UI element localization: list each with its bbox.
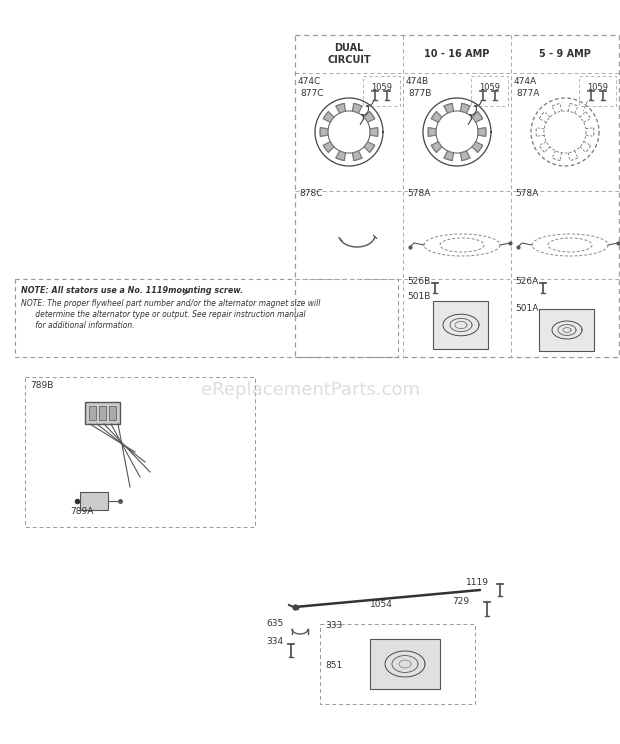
Polygon shape: [432, 141, 442, 153]
Text: determine the alternator type or output. See repair instruction manual: determine the alternator type or output.…: [21, 310, 306, 319]
Polygon shape: [364, 141, 374, 153]
Polygon shape: [336, 151, 345, 161]
Text: 501B: 501B: [407, 292, 430, 301]
Polygon shape: [472, 112, 482, 122]
Text: eReplacementParts.com: eReplacementParts.com: [200, 381, 420, 399]
Bar: [370, 639, 440, 689]
Polygon shape: [428, 128, 436, 136]
Bar: [85, 402, 120, 424]
Bar: [579, 76, 616, 106]
Text: 729: 729: [452, 597, 469, 606]
Polygon shape: [472, 141, 482, 153]
Bar: [433, 301, 488, 349]
Polygon shape: [461, 151, 470, 161]
Text: for additional information.: for additional information.: [21, 321, 135, 330]
Text: 851: 851: [325, 661, 342, 670]
Polygon shape: [324, 141, 334, 153]
Bar: [80, 492, 108, 510]
Polygon shape: [352, 103, 362, 113]
Text: 334: 334: [266, 637, 283, 646]
Text: 333: 333: [325, 621, 342, 630]
Text: DUAL
CIRCUIT: DUAL CIRCUIT: [327, 43, 371, 65]
Polygon shape: [324, 112, 334, 122]
Text: 10 - 16 AMP: 10 - 16 AMP: [424, 49, 490, 59]
Text: 474C: 474C: [298, 77, 321, 86]
Text: 526B: 526B: [407, 277, 430, 286]
Text: 635: 635: [266, 619, 283, 628]
Bar: [109, 406, 116, 420]
Polygon shape: [364, 112, 374, 122]
Text: 1119: 1119: [466, 578, 489, 587]
Bar: [99, 406, 106, 420]
Text: 877C: 877C: [300, 89, 324, 98]
Polygon shape: [444, 151, 454, 161]
Polygon shape: [336, 103, 345, 113]
Bar: [320, 624, 475, 704]
Text: 501A: 501A: [515, 304, 538, 313]
Polygon shape: [444, 103, 454, 113]
Polygon shape: [478, 128, 486, 136]
Text: 878C: 878C: [299, 189, 322, 198]
Polygon shape: [320, 128, 328, 136]
Text: 877B: 877B: [408, 89, 432, 98]
Bar: [471, 76, 508, 106]
Text: 578A: 578A: [407, 189, 430, 198]
Text: 5 - 9 AMP: 5 - 9 AMP: [539, 49, 591, 59]
Bar: [15, 279, 398, 357]
Text: 1059: 1059: [587, 83, 608, 92]
Text: 789B: 789B: [30, 381, 53, 390]
Text: 578A: 578A: [515, 189, 538, 198]
Text: 474B: 474B: [406, 77, 429, 86]
Polygon shape: [432, 112, 442, 122]
Text: NOTE: All stators use a No. 1119mounting screw.: NOTE: All stators use a No. 1119mounting…: [21, 286, 243, 295]
Text: 1054: 1054: [370, 600, 393, 609]
Text: 474A: 474A: [514, 77, 537, 86]
Bar: [539, 309, 594, 351]
Polygon shape: [461, 103, 470, 113]
Text: 877A: 877A: [516, 89, 539, 98]
Bar: [89, 406, 96, 420]
Text: 1059: 1059: [479, 83, 500, 92]
Bar: [25, 377, 255, 527]
Bar: [295, 35, 619, 357]
Polygon shape: [352, 151, 362, 161]
Polygon shape: [370, 128, 378, 136]
Text: NOTE: The proper flywheel part number and/or the alternator magnet size will: NOTE: The proper flywheel part number an…: [21, 299, 321, 308]
Text: 789A: 789A: [70, 507, 94, 516]
Bar: [363, 76, 400, 106]
Text: 1059: 1059: [371, 83, 392, 92]
Text: 526A: 526A: [515, 277, 538, 286]
